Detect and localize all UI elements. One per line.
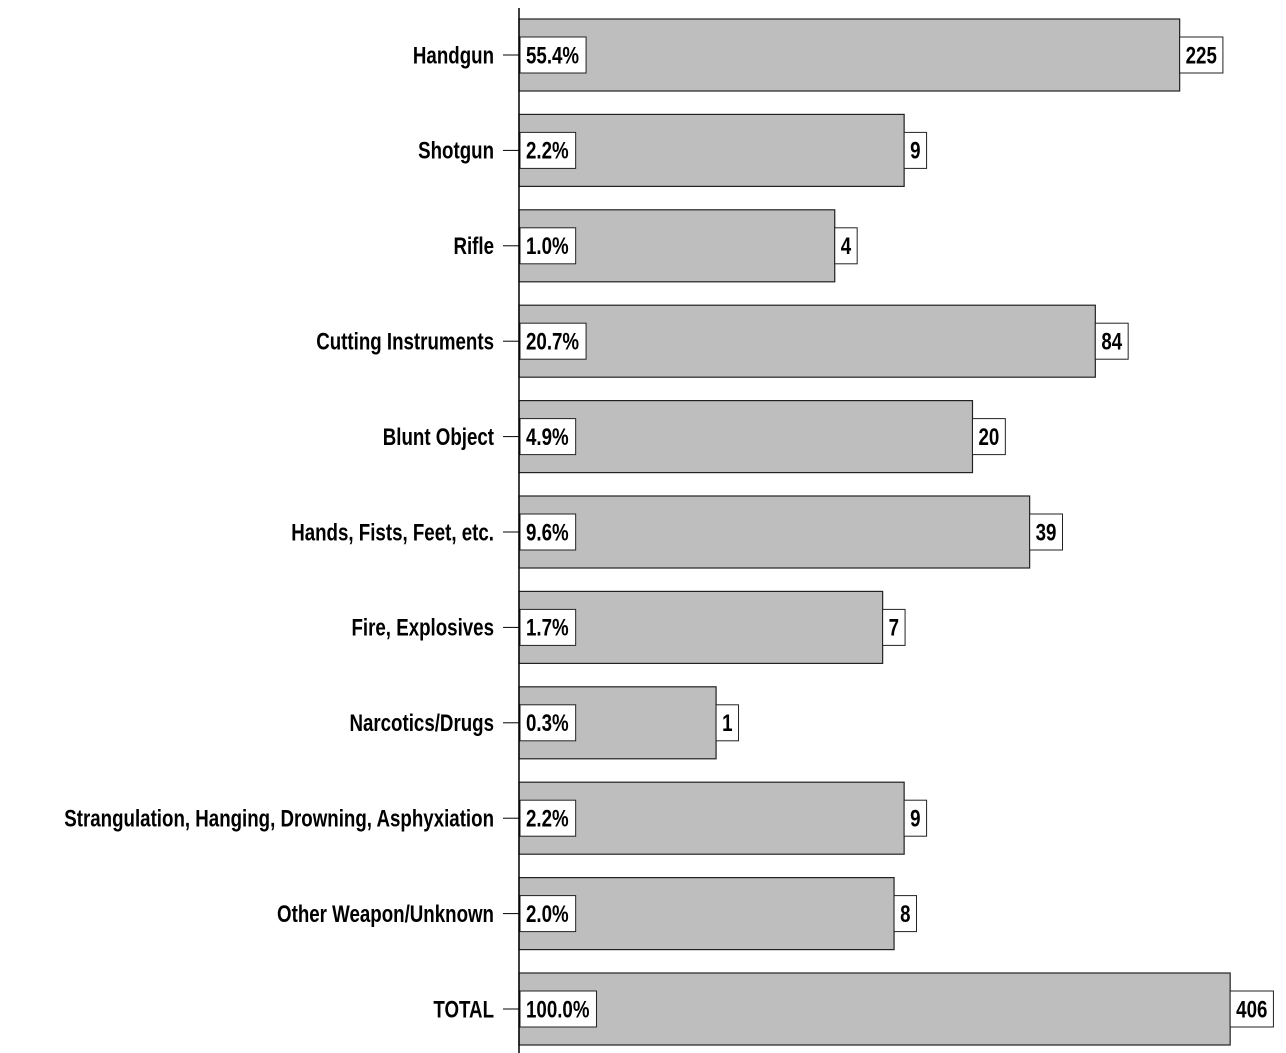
bar	[518, 876, 895, 951]
percent-box	[519, 704, 577, 742]
bar	[518, 18, 1181, 92]
value-box	[903, 799, 928, 837]
bar	[518, 590, 884, 665]
category-label: Other Weapon/Unknown	[277, 901, 494, 928]
value-label: 1	[722, 710, 732, 737]
bar	[518, 113, 905, 188]
value-box	[893, 895, 918, 933]
percent-label: 2.0%	[526, 901, 569, 928]
percent-label: 55.4%	[526, 42, 579, 69]
bar	[518, 495, 1031, 569]
category-label: Fire, Explosives	[351, 615, 494, 642]
value-box	[903, 131, 928, 169]
value-label: 8	[900, 901, 910, 928]
category-label: Rifle	[453, 233, 494, 260]
value-box	[1094, 322, 1129, 360]
value-label: 406	[1236, 996, 1267, 1023]
percent-label: 1.7%	[526, 615, 569, 642]
percent-box	[519, 895, 577, 933]
bar	[518, 972, 1231, 1046]
value-box	[1029, 513, 1063, 551]
value-label: 39	[1036, 519, 1057, 546]
value-label: 4	[841, 233, 851, 260]
percent-label: 0.3%	[526, 710, 569, 737]
bar	[518, 781, 905, 855]
percent-label: 100.0%	[526, 996, 589, 1023]
percent-label: 20.7%	[526, 328, 579, 355]
category-label: TOTAL	[433, 996, 494, 1023]
value-box	[1179, 36, 1224, 74]
value-box	[882, 608, 906, 646]
category-label: Blunt Object	[383, 424, 494, 451]
percent-box	[519, 322, 587, 360]
category-label: Hands, Fists, Feet, etc.	[291, 519, 494, 546]
value-box	[1229, 990, 1274, 1028]
value-box	[715, 704, 740, 742]
category-label: Strangulation, Hanging, Drowning, Asphyx…	[64, 805, 494, 832]
percent-label: 9.6%	[526, 519, 569, 546]
percent-box	[519, 418, 577, 456]
category-label: Cutting Instruments	[316, 328, 494, 355]
percent-label: 2.2%	[526, 805, 569, 832]
percent-box	[519, 513, 577, 551]
percent-label: 1.0%	[526, 233, 569, 260]
value-box	[834, 227, 858, 265]
value-box	[971, 418, 1006, 456]
percent-box	[519, 131, 577, 169]
percent-box	[519, 799, 577, 837]
bar	[518, 400, 974, 474]
value-label: 9	[910, 138, 920, 165]
percent-box	[519, 227, 577, 265]
percent-label: 4.9%	[526, 424, 569, 451]
bar	[518, 304, 1096, 378]
category-label: Shotgun	[418, 138, 494, 165]
percent-box	[519, 990, 597, 1028]
category-label: Handgun	[413, 42, 494, 69]
percent-box	[519, 608, 577, 646]
value-label: 225	[1186, 42, 1217, 69]
value-label: 84	[1101, 328, 1122, 355]
category-label: Narcotics/Drugs	[349, 710, 494, 737]
percent-label: 2.2%	[526, 138, 569, 165]
value-label: 20	[978, 424, 999, 451]
value-label: 9	[910, 805, 920, 832]
value-label: 7	[889, 615, 899, 642]
percent-box	[519, 36, 587, 74]
